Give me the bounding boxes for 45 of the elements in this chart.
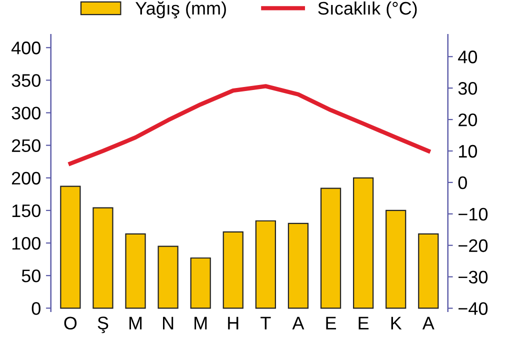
bar — [60, 186, 81, 309]
x-tick-label: T — [260, 316, 271, 330]
bar — [190, 257, 211, 309]
y-tick-label: 250 — [12, 139, 40, 152]
bar — [92, 207, 114, 309]
x-tick-label: H — [228, 316, 238, 330]
y2-tick-label: −30 — [458, 270, 488, 284]
bar — [125, 233, 146, 309]
x-tick-label: A — [422, 316, 434, 330]
x-tick-label: E — [326, 316, 336, 330]
bar — [255, 220, 276, 309]
x-tick-label: M — [194, 316, 207, 330]
y2-tick-label: 30 — [458, 82, 478, 95]
y-tick-label: 200 — [12, 172, 40, 185]
legend-label: Yağış (mm) — [136, 1, 226, 18]
y2-tick-label: 0 — [458, 176, 467, 190]
bar — [320, 188, 342, 309]
y-tick-label: 400 — [11, 42, 40, 54]
x-tick-label: M — [129, 316, 142, 330]
x-tick-label: E — [358, 316, 369, 330]
x-tick-label: O — [64, 316, 77, 330]
y2-tick-label: 10 — [459, 144, 478, 158]
y-tick-label: 150 — [12, 204, 40, 218]
y-tick-label: 350 — [12, 74, 40, 87]
x-tick-label: K — [391, 316, 402, 330]
bar — [386, 210, 406, 309]
y2-tick-label: 40 — [458, 50, 478, 64]
legend-label: Sıcaklık (°C) — [318, 1, 417, 18]
bar — [418, 233, 439, 309]
bar — [158, 246, 178, 309]
y2-tick-label: −10 — [458, 208, 488, 221]
bar — [288, 222, 309, 309]
x-tick-label: A — [292, 316, 304, 330]
y2-tick-label: 20 — [458, 113, 478, 126]
bar — [352, 177, 374, 309]
line-series — [68, 84, 430, 166]
y2-tick-label: −20 — [458, 239, 488, 252]
x-tick-label: Ş — [98, 316, 108, 334]
x-tick-label: N — [163, 316, 174, 330]
y-tick-label: 0 — [32, 302, 40, 315]
y-tick-label: 300 — [12, 106, 40, 120]
y-tick-label: 50 — [22, 270, 40, 282]
bar — [222, 231, 244, 309]
y-tick-label: 100 — [12, 236, 40, 250]
y2-tick-label: −40 — [458, 302, 488, 315]
